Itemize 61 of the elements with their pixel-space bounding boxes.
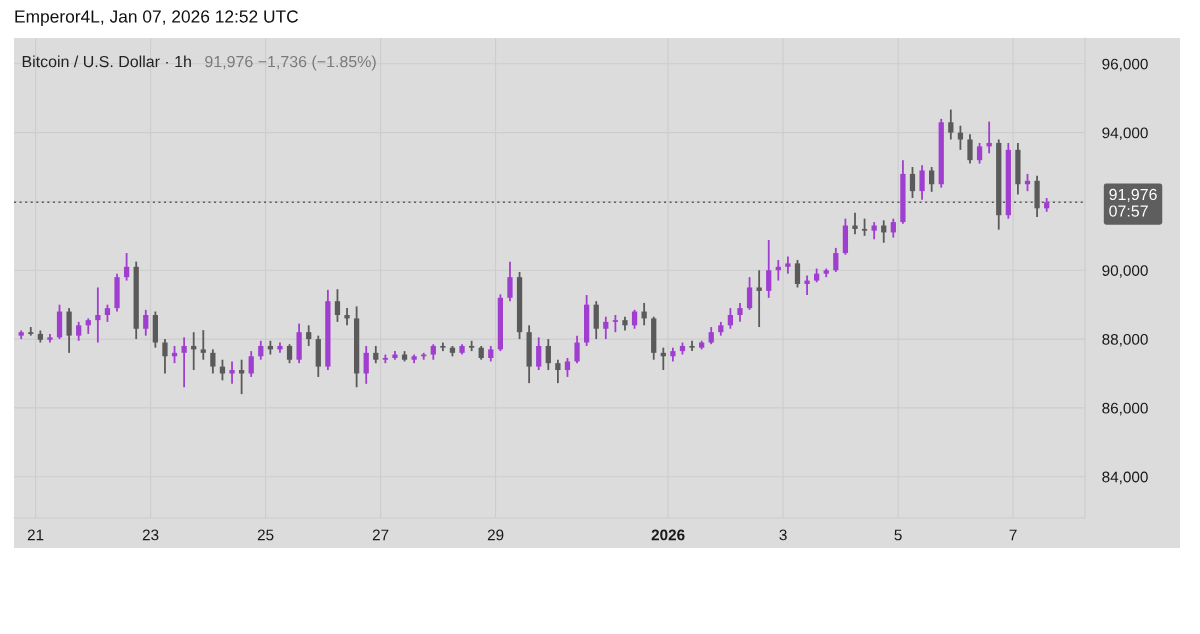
candlestick <box>286 343 293 365</box>
candlestick <box>727 307 734 330</box>
x-tick-label: 7 <box>1009 529 1017 541</box>
candlestick <box>756 269 762 328</box>
candlestick <box>200 329 206 361</box>
candlestick <box>574 334 580 365</box>
candlestick <box>162 338 168 375</box>
ref-line-label: 91,976 07:57 <box>1109 188 1157 217</box>
candlestick <box>603 315 609 340</box>
x-tick-label: 21 <box>27 529 44 541</box>
candlestick <box>143 308 149 337</box>
candlestick <box>545 338 551 371</box>
x-tick-label: 25 <box>257 529 274 541</box>
candlestick <box>306 324 312 347</box>
candlestick <box>181 336 187 389</box>
candlestick <box>804 274 810 296</box>
candlestick <box>919 164 925 201</box>
candlestick <box>957 124 964 151</box>
candlestick <box>363 345 369 385</box>
x-tick-label: 27 <box>372 529 389 541</box>
y-tick-label: 94,000 <box>1102 127 1148 141</box>
y-tick-label: 86,000 <box>1102 402 1148 416</box>
candlestick <box>737 302 743 323</box>
y-tick-label: 90,000 <box>1102 265 1148 278</box>
candlestick <box>76 320 82 342</box>
candlestick <box>785 255 791 275</box>
text: 91,976 −1,736 (−1.85%) <box>205 55 376 71</box>
candlestick <box>852 211 858 236</box>
candlestick <box>229 360 235 385</box>
x-tick-label: 29 <box>487 529 504 541</box>
candlestick <box>334 288 341 323</box>
candlestick <box>507 260 513 303</box>
candlestick <box>909 166 916 199</box>
text: Bitcoin / U.S. Dollar · 1h <box>22 55 191 68</box>
candlestick <box>833 246 839 273</box>
y-tick-label: 88,000 <box>1102 333 1148 347</box>
x-tick-label: 5 <box>894 529 902 541</box>
candlestick <box>890 217 896 239</box>
candlestick <box>555 358 561 385</box>
y-tick-label: 96,000 <box>1102 58 1148 72</box>
candlestick <box>344 307 350 327</box>
candlestick <box>95 286 101 344</box>
candlestick <box>794 259 801 289</box>
candlestick <box>123 252 130 282</box>
x-tick-label: 2026 <box>651 529 685 541</box>
candlestick <box>536 336 542 371</box>
candlestick <box>948 108 954 141</box>
candlestick <box>746 276 753 311</box>
candlestick <box>210 348 216 375</box>
candlestick <box>766 239 772 299</box>
candlestick <box>612 314 619 334</box>
candlestick <box>976 142 983 165</box>
text: Emperor4L, Jan 07, 2026 12:52 UTC <box>15 10 299 27</box>
candlestick <box>967 133 973 165</box>
candlestick <box>248 350 254 378</box>
candlestick <box>929 166 935 193</box>
x-tick-label: 23 <box>142 529 159 541</box>
candlestick <box>258 339 264 361</box>
x-tick-label: 3 <box>779 529 787 541</box>
candlestick <box>564 357 571 378</box>
y-tick-label: 84,000 <box>1102 471 1148 485</box>
